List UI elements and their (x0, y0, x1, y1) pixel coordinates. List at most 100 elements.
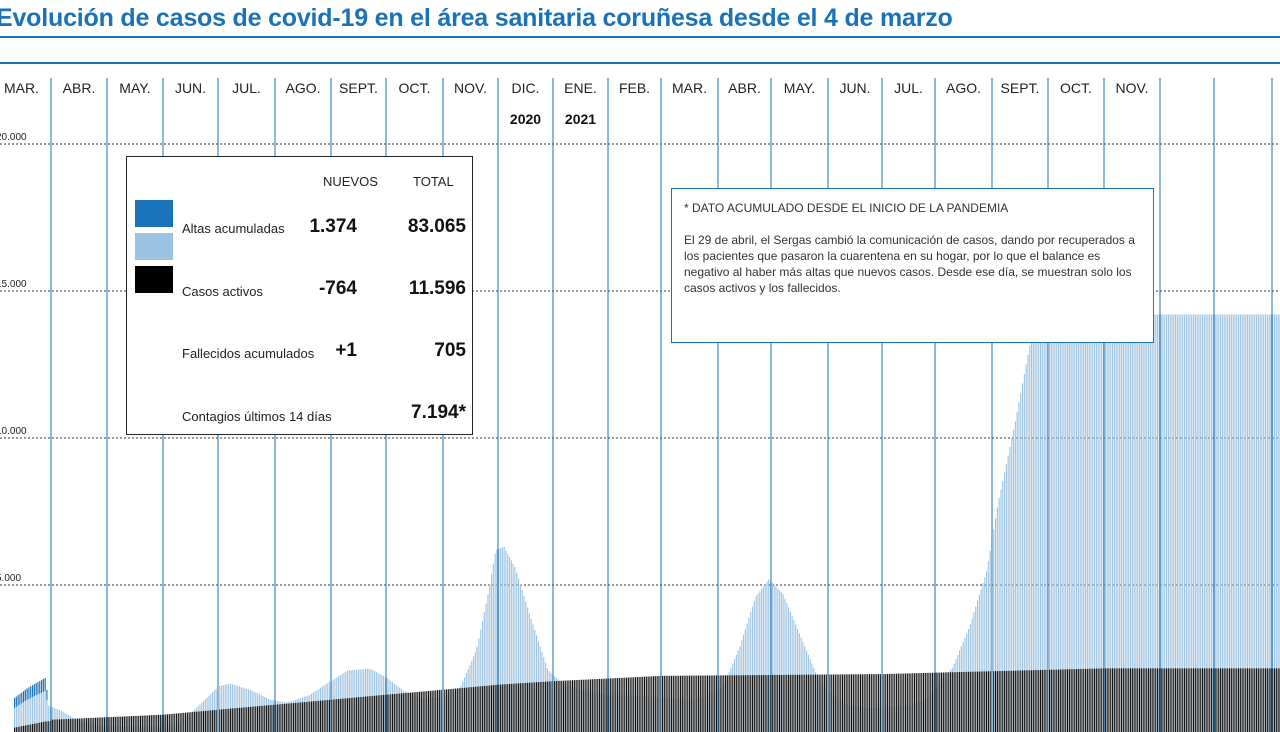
bar-deaths-333 (613, 678, 615, 732)
bar-active-565 (1031, 336, 1033, 732)
bar-deaths-117 (224, 709, 226, 732)
bar-deaths-406 (744, 675, 746, 732)
month-label-9: DIC. (512, 80, 540, 96)
bar-active-541 (987, 561, 989, 732)
bar-deaths-274 (507, 684, 509, 732)
bar-deaths-371 (681, 675, 683, 732)
bar-deaths-442 (809, 674, 811, 732)
col-header-total: TOTAL (413, 174, 454, 189)
bar-deaths-630 (1148, 668, 1150, 732)
ytick-label-15000: 15.000 (0, 279, 27, 290)
bar-deaths-570 (1040, 669, 1042, 732)
bar-deaths-218 (406, 692, 408, 732)
bar-active-650 (1184, 314, 1186, 732)
bar-active-624 (1137, 314, 1139, 732)
bar-active-427 (782, 594, 784, 732)
bar-deaths-264 (489, 685, 491, 732)
bar-active-269 (498, 548, 500, 732)
bar-active-15 (41, 679, 43, 732)
bar-deaths-303 (559, 680, 561, 732)
bar-deaths-573 (1045, 669, 1047, 732)
bar-active-590 (1076, 269, 1078, 732)
bar-deaths-312 (575, 680, 577, 732)
bar-deaths-700 (1274, 668, 1276, 732)
bar-active-286 (528, 613, 530, 732)
bar-deaths-499 (912, 673, 914, 732)
bar-active-283 (523, 595, 525, 732)
bar-recovered-16 (42, 678, 44, 692)
bar-deaths-633 (1153, 668, 1155, 732)
bar-deaths-380 (698, 675, 700, 732)
bar-deaths-6 (24, 725, 26, 732)
bar-deaths-168 (316, 700, 318, 732)
bar-deaths-348 (640, 676, 642, 732)
bar-deaths-147 (278, 704, 280, 732)
bar-deaths-632 (1151, 668, 1153, 732)
bar-deaths-421 (771, 674, 773, 732)
bar-deaths-620 (1130, 668, 1132, 732)
bar-deaths-695 (1265, 668, 1267, 732)
bar-active-694 (1263, 314, 1265, 732)
bar-deaths-77 (152, 715, 154, 732)
bar-deaths-437 (800, 674, 802, 732)
bar-deaths-283 (523, 683, 525, 732)
bar-active-622 (1133, 314, 1135, 732)
bar-deaths-222 (413, 692, 415, 732)
bar-deaths-637 (1160, 668, 1162, 732)
bar-deaths-566 (1032, 670, 1034, 732)
bar-active-582 (1061, 234, 1063, 732)
bar-deaths-378 (694, 675, 696, 732)
bar-active-602 (1097, 311, 1099, 732)
bar-deaths-520 (950, 672, 952, 732)
month-label-11: FEB. (619, 80, 650, 96)
bar-deaths-289 (534, 682, 536, 732)
bar-deaths-545 (995, 671, 997, 732)
bar-deaths-472 (863, 674, 865, 732)
bar-deaths-4 (21, 726, 23, 732)
bar-deaths-698 (1270, 668, 1272, 732)
bar-deaths-163 (307, 701, 309, 732)
bar-deaths-357 (656, 676, 658, 732)
bar-deaths-255 (473, 686, 475, 732)
bar-active-432 (791, 615, 793, 732)
bar-deaths-593 (1081, 668, 1083, 732)
bar-deaths-191 (357, 697, 359, 732)
bar-deaths-27 (62, 719, 64, 732)
bar-deaths-649 (1182, 668, 1184, 732)
bar-deaths-270 (500, 684, 502, 732)
bar-deaths-45 (95, 717, 97, 732)
bar-deaths-341 (627, 677, 629, 732)
bar-active-649 (1182, 314, 1184, 732)
bar-deaths-164 (309, 701, 311, 732)
bar-active-664 (1209, 314, 1211, 732)
bar-active-633 (1153, 314, 1155, 732)
bar-deaths-639 (1164, 668, 1166, 732)
bar-deaths-294 (543, 681, 545, 732)
bar-deaths-460 (842, 674, 844, 732)
bar-active-666 (1212, 314, 1214, 732)
bar-deaths-575 (1049, 669, 1051, 732)
bar-deaths-534 (975, 671, 977, 732)
bar-recovered-17 (44, 677, 46, 691)
month-label-4: JUL. (232, 80, 261, 96)
bar-deaths-32 (71, 718, 73, 732)
bar-deaths-268 (496, 684, 498, 732)
bar-deaths-671 (1221, 668, 1223, 732)
bar-deaths-629 (1146, 668, 1148, 732)
bar-deaths-347 (638, 676, 640, 732)
bar-deaths-476 (870, 674, 872, 732)
bar-deaths-131 (249, 706, 251, 732)
bar-deaths-480 (878, 674, 880, 732)
bar-active-0 (14, 697, 16, 732)
bar-deaths-685 (1247, 668, 1249, 732)
bar-active-588 (1072, 264, 1074, 732)
bar-active-668 (1216, 314, 1218, 732)
bar-deaths-318 (586, 679, 588, 732)
bar-deaths-287 (530, 682, 532, 732)
bar-recovered-15 (41, 679, 43, 693)
bar-deaths-133 (253, 706, 255, 732)
bar-deaths-210 (392, 694, 394, 732)
bar-deaths-170 (320, 700, 322, 732)
bar-active-549 (1002, 480, 1004, 732)
bar-deaths-302 (557, 680, 559, 732)
